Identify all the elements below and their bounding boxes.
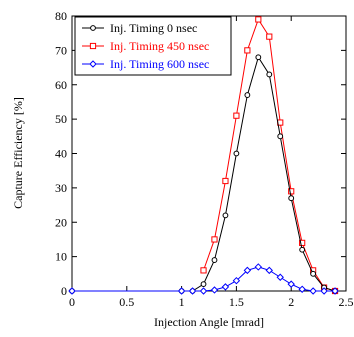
ticks-layer: 0 0.5 1 1.5 2 2.5 0 10 20 30 40 50 60 70 80 (55, 9, 354, 309)
legend-marker-0 (90, 25, 96, 31)
y-tick-label-1: 10 (55, 250, 67, 264)
x-tick-label-0: 0 (69, 295, 75, 309)
series-line-2 (72, 266, 336, 292)
series-2-point-15 (331, 287, 339, 295)
series-2-point-6 (232, 276, 241, 285)
series-1-point-6 (266, 33, 273, 40)
series-0-point-8 (255, 54, 262, 61)
series-0-point-13 (310, 270, 317, 277)
series-1-point-5 (255, 16, 262, 23)
y-tick-label-7: 70 (55, 43, 67, 57)
series-0-point-4 (211, 257, 218, 263)
series-line-0 (72, 56, 336, 292)
y-tick-label-6: 60 (55, 78, 67, 92)
x-tick-label-1: 0.5 (119, 295, 134, 309)
series-1-point-3 (233, 112, 240, 119)
series-2-point-11 (287, 280, 295, 288)
series-2-point-4 (210, 286, 219, 294)
series-layer (68, 16, 339, 295)
y-tick-label-3: 30 (55, 181, 67, 195)
y-tick-label-0: 0 (61, 284, 67, 298)
legend: Inj. Timing 0 nsec Inj. Timing 450 nsec … (74, 16, 232, 76)
legend-label-1: Inj. Timing 450 nsec (110, 39, 209, 53)
series-0-point-11 (288, 195, 295, 202)
legend-marker-1 (89, 42, 97, 50)
legend-items (82, 25, 104, 68)
series-2-point-12 (298, 285, 306, 293)
series-2-point-5 (221, 283, 230, 291)
x-tick-label-4: 2 (288, 295, 294, 309)
series-0-point-3 (200, 281, 207, 288)
y-tick-label-4: 40 (55, 147, 67, 161)
series-2-point-2 (188, 287, 197, 295)
y-tick-label-8: 80 (55, 9, 67, 23)
series-0-point-6 (233, 150, 240, 157)
series-2-point-13 (309, 287, 317, 295)
series-1-point-4 (244, 47, 251, 54)
series-2-point-7 (243, 266, 252, 275)
legend-label-2: Inj. Timing 600 nsec (110, 57, 209, 71)
series-1-point-8 (288, 188, 295, 195)
y-axis-title: Capture Efficiency [%] (11, 97, 25, 209)
series-2-point-14 (320, 287, 328, 295)
series-1-point-2 (222, 177, 229, 185)
x-tick-label-2: 1 (179, 295, 185, 309)
series-1-point-1 (211, 236, 218, 243)
series-0-point-12 (299, 246, 306, 253)
series-2-point-9 (265, 266, 273, 275)
y-tick-label-2: 20 (55, 215, 67, 229)
x-tick-label-5: 2.5 (339, 295, 354, 309)
series-2-point-10 (276, 273, 284, 281)
series-0-point-5 (222, 212, 229, 219)
x-tick-label-3: 1.5 (229, 295, 244, 309)
legend-label-0: Inj. Timing 0 nsec (110, 21, 197, 35)
series-1-point-9 (299, 239, 306, 246)
series-2-point-3 (199, 287, 208, 295)
x-axis-title: Injection Angle [mrad] (154, 315, 264, 329)
legend-marker-2 (89, 60, 97, 68)
y-tick-label-5: 50 (55, 112, 67, 126)
series-0-point-7 (244, 92, 251, 98)
series-1-point-0 (200, 267, 207, 274)
series-2-point-8 (254, 263, 263, 271)
series-2-point-0 (68, 287, 76, 295)
series-2-point-1 (177, 287, 186, 295)
series-0-point-9 (266, 71, 273, 78)
series-0-point-10 (277, 133, 284, 140)
